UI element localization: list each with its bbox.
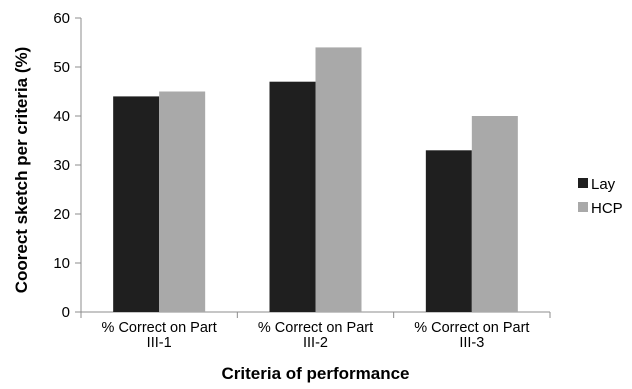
bar-lay [269, 81, 316, 312]
y-tick-label: 20 [53, 206, 70, 223]
bar-lay [425, 150, 472, 312]
y-tick-label: 60 [53, 10, 70, 27]
y-tick-label: 30 [53, 157, 70, 174]
bar-lay [113, 96, 160, 313]
y-tick-label: 50 [53, 59, 70, 76]
legend-label-lay: Lay [591, 176, 616, 193]
x-axis-title: Criteria of performance [222, 364, 410, 383]
bar-hcp [315, 47, 362, 313]
y-tick-label: 10 [53, 255, 70, 272]
legend-label-hcp: HCP [591, 200, 623, 217]
x-category-label: III-2 [303, 335, 328, 351]
x-category-label: % Correct on Part [258, 320, 373, 336]
legend-swatch-hcp [578, 202, 588, 212]
legend-swatch-lay [578, 178, 588, 188]
x-category-label: % Correct on Part [414, 320, 529, 336]
y-axis-title: Coorect sketch per criteria (%) [12, 47, 31, 294]
y-tick-label: 0 [62, 304, 70, 321]
bar-hcp [159, 91, 206, 312]
bar-hcp [471, 116, 518, 312]
x-category-label: III-3 [459, 335, 484, 351]
y-tick-label: 40 [53, 108, 70, 125]
x-category-label: % Correct on Part [102, 320, 217, 336]
x-category-label: III-1 [147, 335, 172, 351]
